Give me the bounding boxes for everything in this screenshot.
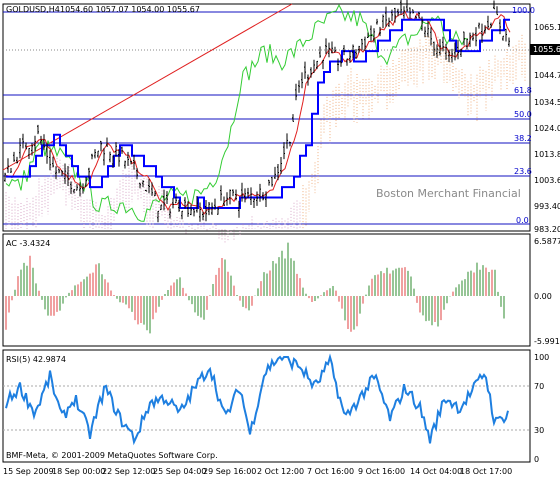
price-tick: 1013.80 xyxy=(534,150,560,159)
kijun-line xyxy=(6,18,510,209)
rsi-plot xyxy=(3,353,530,446)
trendline xyxy=(2,3,293,171)
price-tick: 1003.60 xyxy=(534,176,560,185)
price-tick: 993.40 xyxy=(534,202,560,211)
current-price: 1055.67 xyxy=(533,45,560,54)
time-tick: 18 Oct 17:00 xyxy=(460,467,512,476)
fib-level-label: 61.8 xyxy=(514,86,532,95)
ohlc-values: 1054.60 1057.07 1054.00 1055.67 xyxy=(60,5,200,14)
price-tick: 1024.00 xyxy=(534,124,560,133)
time-tick: 9 Oct 16:00 xyxy=(358,467,405,476)
symbol-label: GOLDUSD,H4 xyxy=(6,5,60,14)
rsi-axis-tick: 70 xyxy=(534,382,544,391)
rsi-line xyxy=(5,353,509,446)
time-tick: 7 Oct 16:00 xyxy=(307,467,354,476)
copyright-text: BMF-Meta, © 2001-2009 MetaQuotes Softwar… xyxy=(6,451,218,460)
time-tick: 2 Oct 12:00 xyxy=(257,467,304,476)
price-tick: 1034.50 xyxy=(534,98,560,107)
time-tick: 18 Sep 00:00 xyxy=(52,467,105,476)
time-tick: 25 Sep 04:00 xyxy=(153,467,206,476)
rsi-axis-tick: 100 xyxy=(534,353,549,362)
rsi-axis-tick: 30 xyxy=(534,426,544,435)
time-tick: 14 Oct 04:00 xyxy=(410,467,462,476)
price-plot xyxy=(2,0,530,243)
time-tick: 22 Sep 12:00 xyxy=(102,467,155,476)
ac-axis-tick: -5.9914 xyxy=(534,337,560,346)
time-axis: 15 Sep 2009 18 Sep 00:00 22 Sep 12:00 25… xyxy=(3,467,512,476)
ac-label: AC -3.4324 xyxy=(6,239,50,248)
price-tick: 1065.10 xyxy=(534,23,560,32)
price-tick: 1044.70 xyxy=(534,71,560,80)
time-tick: 15 Sep 2009 xyxy=(3,467,54,476)
watermark: Boston Merchant Financial xyxy=(376,187,521,200)
current-price-marker xyxy=(530,44,560,55)
fib-level-label: 0.0 xyxy=(516,216,529,225)
ac-axis-tick: 6.5877 xyxy=(534,237,560,246)
price-tick: 983.20 xyxy=(534,225,560,234)
fib-level-label: 23.6 xyxy=(514,167,532,176)
ac-axis-tick: 0.00 xyxy=(534,292,552,301)
rsi-label: RSI(5) 42.9874 xyxy=(6,355,66,364)
time-tick: 29 Sep 16:00 xyxy=(203,467,256,476)
rsi-axis-tick: 0 xyxy=(534,455,539,464)
fib-level-label: 38.2 xyxy=(514,134,532,143)
fib-level-label: 100.0 xyxy=(512,6,535,15)
fib-level-label: 50.0 xyxy=(514,110,532,119)
ac-histogram xyxy=(5,242,505,334)
